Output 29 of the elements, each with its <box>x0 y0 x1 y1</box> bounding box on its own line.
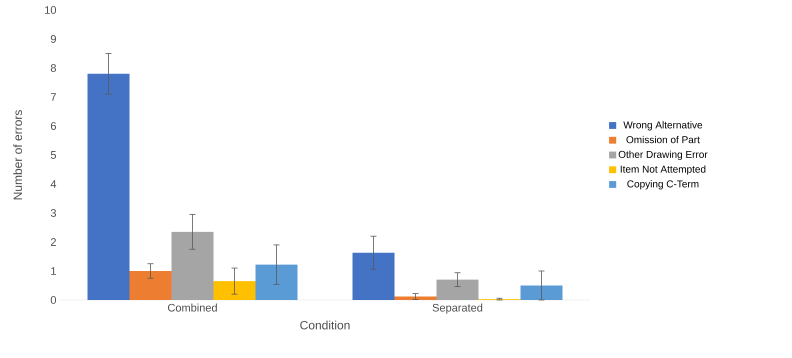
x-tick-label: Separated <box>432 304 482 314</box>
legend-label: Other Drawing Error <box>618 150 708 160</box>
y-tick-label: 8 <box>50 64 56 72</box>
y-tick-label: 4 <box>50 180 56 188</box>
y-tick-label: 7 <box>50 93 56 101</box>
bar <box>520 285 562 300</box>
legend-label: Copying C-Term <box>627 180 698 190</box>
legend-label: Omission of Part <box>626 136 700 144</box>
y-tick-label: 5 <box>50 151 56 159</box>
y-tick-label: 3 <box>50 209 56 217</box>
bar <box>394 296 437 300</box>
y-tick-label: 2 <box>50 238 56 246</box>
legend-label: Item Not Attempted <box>620 165 706 175</box>
bar <box>88 74 130 300</box>
x-axis-title: Condition <box>300 320 350 330</box>
bar <box>352 252 395 300</box>
y-tick-label: 0 <box>50 296 56 304</box>
y-axis-title: Number of errors <box>13 110 22 200</box>
y-tick-label: 6 <box>50 122 56 130</box>
bar <box>256 264 298 300</box>
bar <box>436 280 479 300</box>
x-tick-label: Combined <box>168 304 217 312</box>
bar <box>130 270 172 300</box>
y-tick-label: 9 <box>50 35 56 43</box>
y-tick-label: 1 <box>51 267 56 275</box>
legend-label: Wrong Alternative <box>623 121 702 130</box>
y-tick-label: 10 <box>45 6 56 14</box>
bar <box>214 281 256 300</box>
bar <box>172 232 214 300</box>
